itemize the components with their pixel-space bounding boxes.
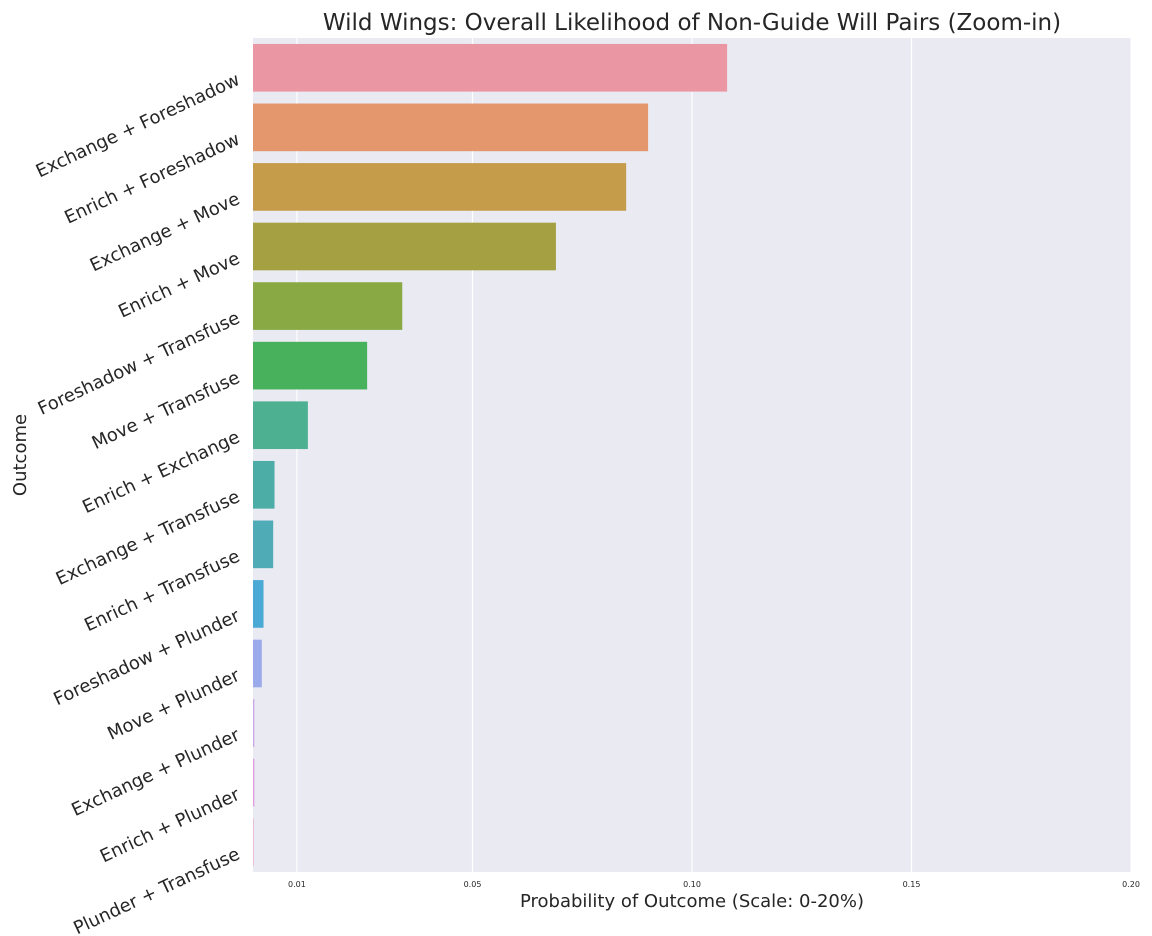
x-tick-label-3: 0.15 (903, 880, 921, 889)
bar-2 (253, 163, 627, 211)
bar-9 (253, 580, 264, 628)
x-tick-label-0: 0.01 (288, 880, 306, 889)
bar-10 (253, 639, 262, 688)
bar-8 (253, 520, 274, 569)
category-label-13: Plunder + Transfuse (70, 844, 243, 936)
bar-11 (253, 699, 255, 747)
bar-6 (253, 401, 308, 450)
bar-5 (253, 341, 368, 390)
x-axis-label: Probability of Outcome (Scale: 0-20%) (520, 891, 864, 912)
category-label-0: Exchange + Foreshadow (33, 69, 243, 182)
bar-4 (253, 282, 403, 330)
bar-13 (253, 818, 254, 867)
x-tick-label-4: 0.20 (1122, 880, 1140, 889)
y-axis-label: Outcome (10, 414, 31, 496)
category-label-4: Foreshadow + Transfuse (35, 308, 243, 420)
bar-12 (253, 758, 255, 807)
x-tick-labels: 0.01 0.05 0.10 0.15 0.20 (288, 880, 1140, 889)
x-tick-label-2: 0.10 (683, 880, 701, 889)
x-tick-label-1: 0.05 (464, 880, 482, 889)
bar-3 (253, 222, 556, 271)
chart-title: Wild Wings: Overall Likelihood of Non-Gu… (323, 10, 1061, 36)
bar-7 (253, 460, 275, 509)
bar-1 (253, 103, 649, 152)
bar-0 (253, 43, 728, 92)
bars (253, 43, 728, 867)
